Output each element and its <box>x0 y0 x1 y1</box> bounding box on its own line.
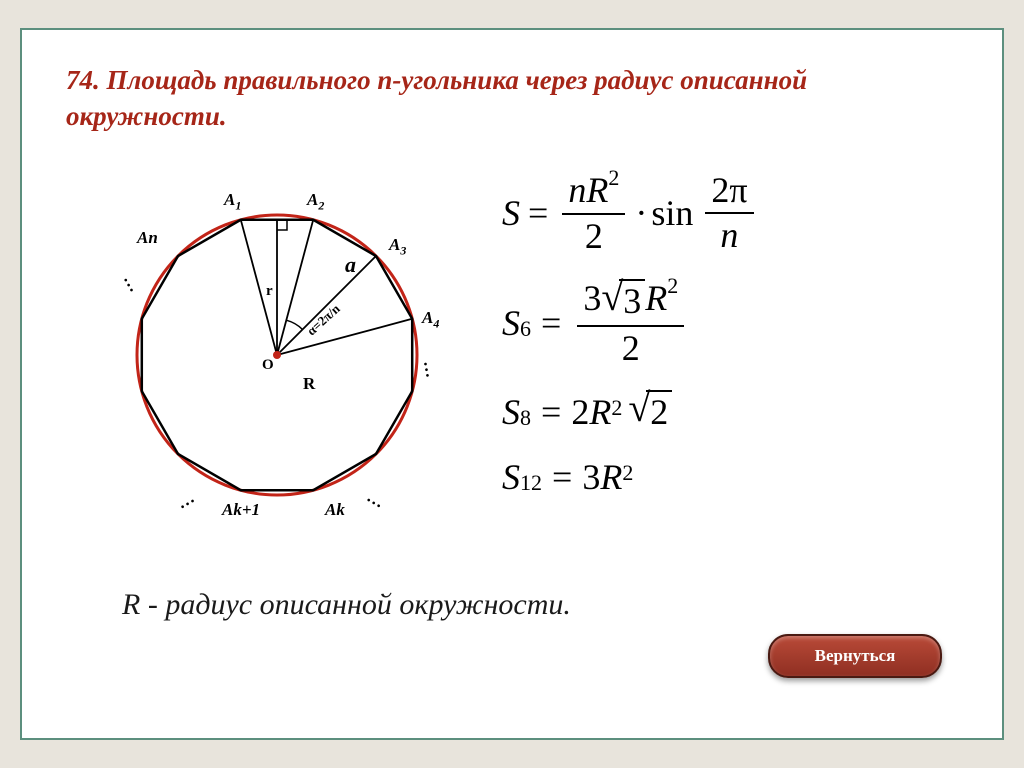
apothem-label: r <box>266 283 273 300</box>
back-button[interactable]: Вернуться <box>768 634 942 678</box>
frac-nR2-2: nR2 2 <box>562 170 625 256</box>
right-angle-icon <box>277 220 287 230</box>
vertex-ak: Ak <box>325 500 345 520</box>
frac-s6: 3√3R2 2 <box>577 278 684 368</box>
radius-a4 <box>277 319 412 355</box>
sym-S: S <box>502 192 520 234</box>
eq-sign: = <box>528 192 548 234</box>
dots-right: … <box>419 359 442 381</box>
radius-a2 <box>277 220 313 355</box>
formula-s6: S6 = 3√3R2 2 <box>502 278 962 368</box>
radius-label: R <box>303 374 315 394</box>
vertex-a3: A3 <box>389 235 406 258</box>
formula-block: S = nR2 2 · sin 2π n S6 = 3√3R2 <box>502 170 962 520</box>
vertex-a2: A2 <box>307 190 324 213</box>
vertex-a1: A1 <box>224 190 241 213</box>
sin-label: sin <box>651 192 693 234</box>
formula-s12: S12 = 3R2 <box>502 456 962 498</box>
back-button-label: Вернуться <box>815 646 896 666</box>
slide-frame: 74. Площадь правильного n-угольника чере… <box>20 28 1004 740</box>
formula-main: S = nR2 2 · sin 2π n <box>502 170 962 256</box>
geometry-diagram: A1 A2 A3 A4 An Ak Ak+1 … … … … O r R a α… <box>77 160 477 520</box>
cdot: · <box>635 192 647 234</box>
page-title: 74. Площадь правильного n-угольника чере… <box>66 62 946 135</box>
vertex-a4: A4 <box>422 308 439 331</box>
diagram-svg <box>77 160 477 520</box>
formula-s8: S8 = 2R2 √2 <box>502 390 962 433</box>
center-label: O <box>262 357 274 374</box>
vertex-an: An <box>137 228 158 248</box>
side-label: a <box>345 252 356 278</box>
angle-arc <box>286 320 302 329</box>
frac-2pi-n: 2π n <box>705 171 753 256</box>
radius-caption: R - радиус описанной окружности. <box>122 585 571 626</box>
vertex-ak1: Ak+1 <box>222 500 260 520</box>
center-dot <box>273 351 281 359</box>
